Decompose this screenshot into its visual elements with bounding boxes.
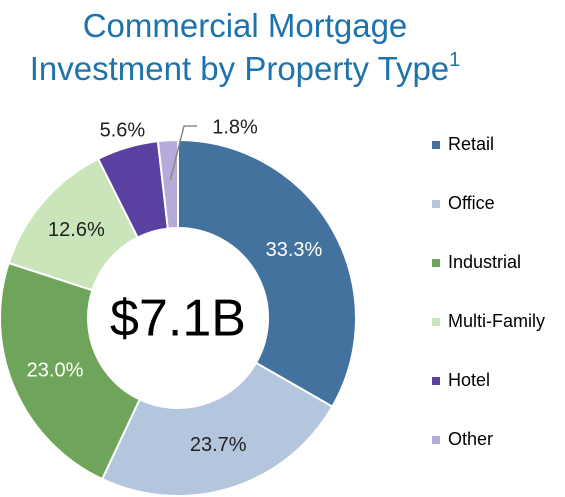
legend-swatch [432, 318, 440, 326]
donut-slice [177, 138, 357, 409]
chart-title: Commercial Mortgage Investment by Proper… [29, 7, 450, 87]
data-label: 5.6% [100, 119, 146, 141]
legend-label: Multi-Family [448, 311, 545, 331]
legend-swatch [432, 200, 440, 208]
leader-line [169, 125, 197, 181]
data-label: 33.3% [266, 239, 323, 261]
center-label: $7.1B [110, 290, 246, 348]
legend-swatch [432, 436, 440, 444]
donut-slice [100, 361, 334, 497]
legend-label: Industrial [448, 252, 521, 272]
data-label: 23.7% [190, 434, 247, 456]
legend-swatch [432, 141, 440, 149]
data-label: 23.0% [27, 359, 84, 381]
legend-label: Retail [448, 134, 494, 154]
legend-label: Hotel [448, 370, 490, 390]
legend-swatch [432, 377, 440, 385]
legend-label: Office [448, 193, 495, 213]
donut-slice [0, 261, 142, 481]
legend-swatch [432, 259, 440, 267]
data-label: 12.6% [48, 219, 105, 241]
legend-label: Other [448, 429, 493, 449]
data-label: 1.8% [212, 116, 258, 138]
title-footnote: 1 [449, 49, 461, 71]
chart-title-block: Commercial Mortgage Investment by Proper… [0, 4, 490, 90]
donut-slice [156, 138, 179, 230]
